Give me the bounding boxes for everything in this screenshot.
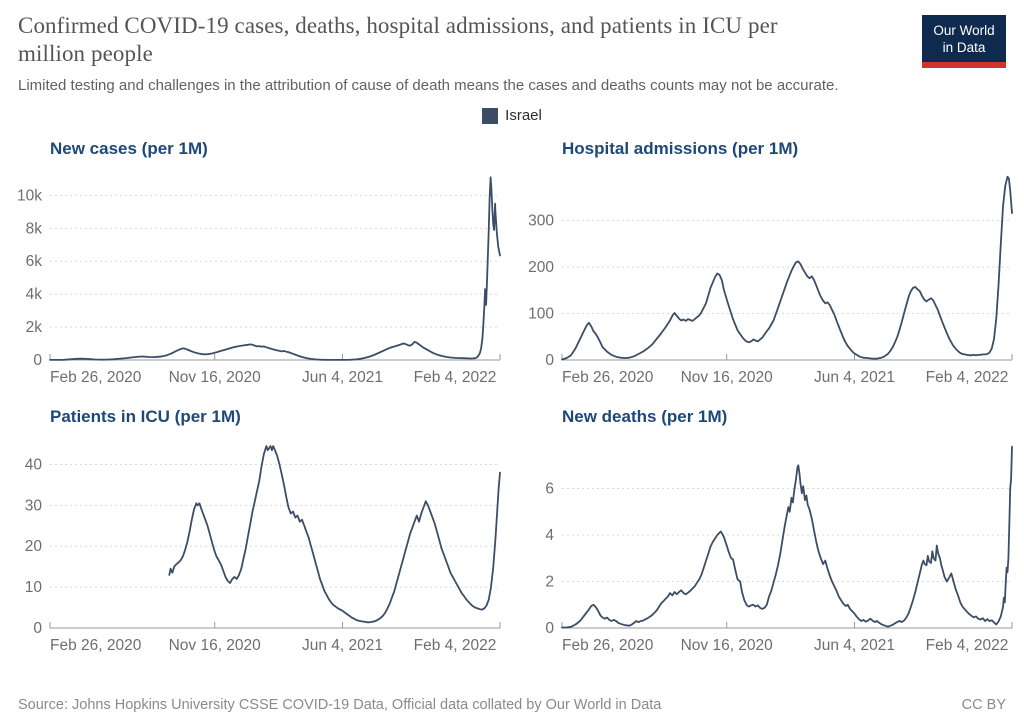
charts-grid: New cases (per 1M) 0 2k 4k 6k 8k 10k Feb 26, 2…: [0, 139, 1013, 662]
svg-text:0: 0: [545, 620, 554, 637]
chart-title-new-deaths: New deaths (per 1M): [562, 407, 728, 426]
footer: Source: Johns Hopkins University CSSE CO…: [18, 697, 1006, 713]
patients-icu-plot[interactable]: 0 10 20 30 40 Feb 26, 2020 Nov 16, 2020 Jun 4, …: [0, 432, 505, 662]
svg-text:200: 200: [528, 259, 554, 276]
svg-text:Feb 4, 2022: Feb 4, 2022: [926, 637, 1009, 654]
svg-text:Feb 26, 2020: Feb 26, 2020: [562, 369, 654, 386]
svg-text:Jun 4, 2021: Jun 4, 2021: [302, 637, 383, 654]
svg-text:0: 0: [33, 620, 42, 637]
svg-text:100: 100: [528, 306, 554, 323]
svg-text:Feb 26, 2020: Feb 26, 2020: [562, 637, 654, 654]
chart-title-hospital-admissions: Hospital admissions (per 1M): [562, 139, 799, 158]
owid-logo-line2: in Data: [942, 40, 986, 55]
legend-label-israel: Israel: [505, 107, 542, 124]
svg-text:40: 40: [25, 456, 43, 473]
svg-text:4: 4: [545, 527, 554, 544]
chart-hospital-admissions: Hospital admissions (per 1M) 0 100 200 300 F…: [512, 139, 1024, 394]
svg-text:Jun 4, 2021: Jun 4, 2021: [814, 637, 895, 654]
chart-new-cases: New cases (per 1M) 0 2k 4k 6k 8k 10k Feb 26, 2…: [0, 139, 512, 394]
chart-patients-icu: Patients in ICU (per 1M) 0 10 20 30 40 Feb 26…: [0, 407, 512, 662]
legend-item-israel[interactable]: Israel: [482, 107, 542, 124]
chart-new-deaths: New deaths (per 1M) 0 2 4 6 Feb 26, 2020 Nov …: [512, 407, 1024, 662]
svg-text:6k: 6k: [26, 253, 43, 270]
svg-text:Feb 26, 2020: Feb 26, 2020: [50, 369, 142, 386]
svg-text:Jun 4, 2021: Jun 4, 2021: [814, 369, 895, 386]
header: Confirmed COVID-19 cases, deaths, hospit…: [18, 12, 1006, 94]
source-note: Source: Johns Hopkins University CSSE CO…: [18, 697, 662, 713]
svg-text:10: 10: [25, 579, 43, 596]
svg-text:Jun 4, 2021: Jun 4, 2021: [302, 369, 383, 386]
owid-logo-text: Our World in Data: [922, 15, 1006, 62]
legend-swatch-israel: [482, 107, 499, 124]
owid-logo[interactable]: Our World in Data: [922, 15, 1006, 68]
svg-text:30: 30: [25, 497, 43, 514]
svg-text:2: 2: [545, 574, 554, 591]
svg-text:2k: 2k: [26, 319, 43, 336]
license-badge[interactable]: CC BY: [961, 697, 1006, 713]
svg-text:Nov 16, 2020: Nov 16, 2020: [681, 369, 774, 386]
page-subtitle: Limited testing and challenges in the at…: [18, 77, 839, 94]
svg-text:Nov 16, 2020: Nov 16, 2020: [681, 637, 774, 654]
svg-text:Feb 4, 2022: Feb 4, 2022: [414, 369, 497, 386]
svg-text:300: 300: [528, 213, 554, 230]
new-cases-plot[interactable]: 0 2k 4k 6k 8k 10k Feb 26, 2020 Nov 16, 2020 Jun …: [0, 164, 505, 394]
chart-title-patients-icu: Patients in ICU (per 1M): [50, 407, 241, 426]
svg-text:Feb 4, 2022: Feb 4, 2022: [926, 369, 1009, 386]
svg-text:Nov 16, 2020: Nov 16, 2020: [169, 637, 262, 654]
svg-text:6: 6: [545, 481, 554, 498]
svg-text:0: 0: [545, 352, 554, 369]
svg-text:0: 0: [33, 352, 42, 369]
hospital-admissions-plot[interactable]: 0 100 200 300 Feb 26, 2020 Nov 16, 2020 Jun 4,…: [512, 164, 1017, 394]
svg-text:Feb 4, 2022: Feb 4, 2022: [414, 637, 497, 654]
owid-logo-line1: Our World: [933, 23, 995, 38]
svg-text:4k: 4k: [26, 286, 43, 303]
svg-text:20: 20: [25, 538, 43, 555]
new-deaths-plot[interactable]: 0 2 4 6 Feb 26, 2020 Nov 16, 2020 Jun 4, 2021 F…: [512, 432, 1017, 662]
chart-title-new-cases: New cases (per 1M): [50, 139, 208, 158]
svg-text:10k: 10k: [17, 187, 42, 204]
svg-text:8k: 8k: [26, 220, 43, 237]
page-title: Confirmed COVID-19 cases, deaths, hospit…: [18, 13, 778, 66]
svg-text:Feb 26, 2020: Feb 26, 2020: [50, 637, 142, 654]
legend: Israel: [18, 107, 1006, 124]
owid-logo-accent-bar: [922, 62, 1006, 68]
svg-text:Nov 16, 2020: Nov 16, 2020: [169, 369, 262, 386]
